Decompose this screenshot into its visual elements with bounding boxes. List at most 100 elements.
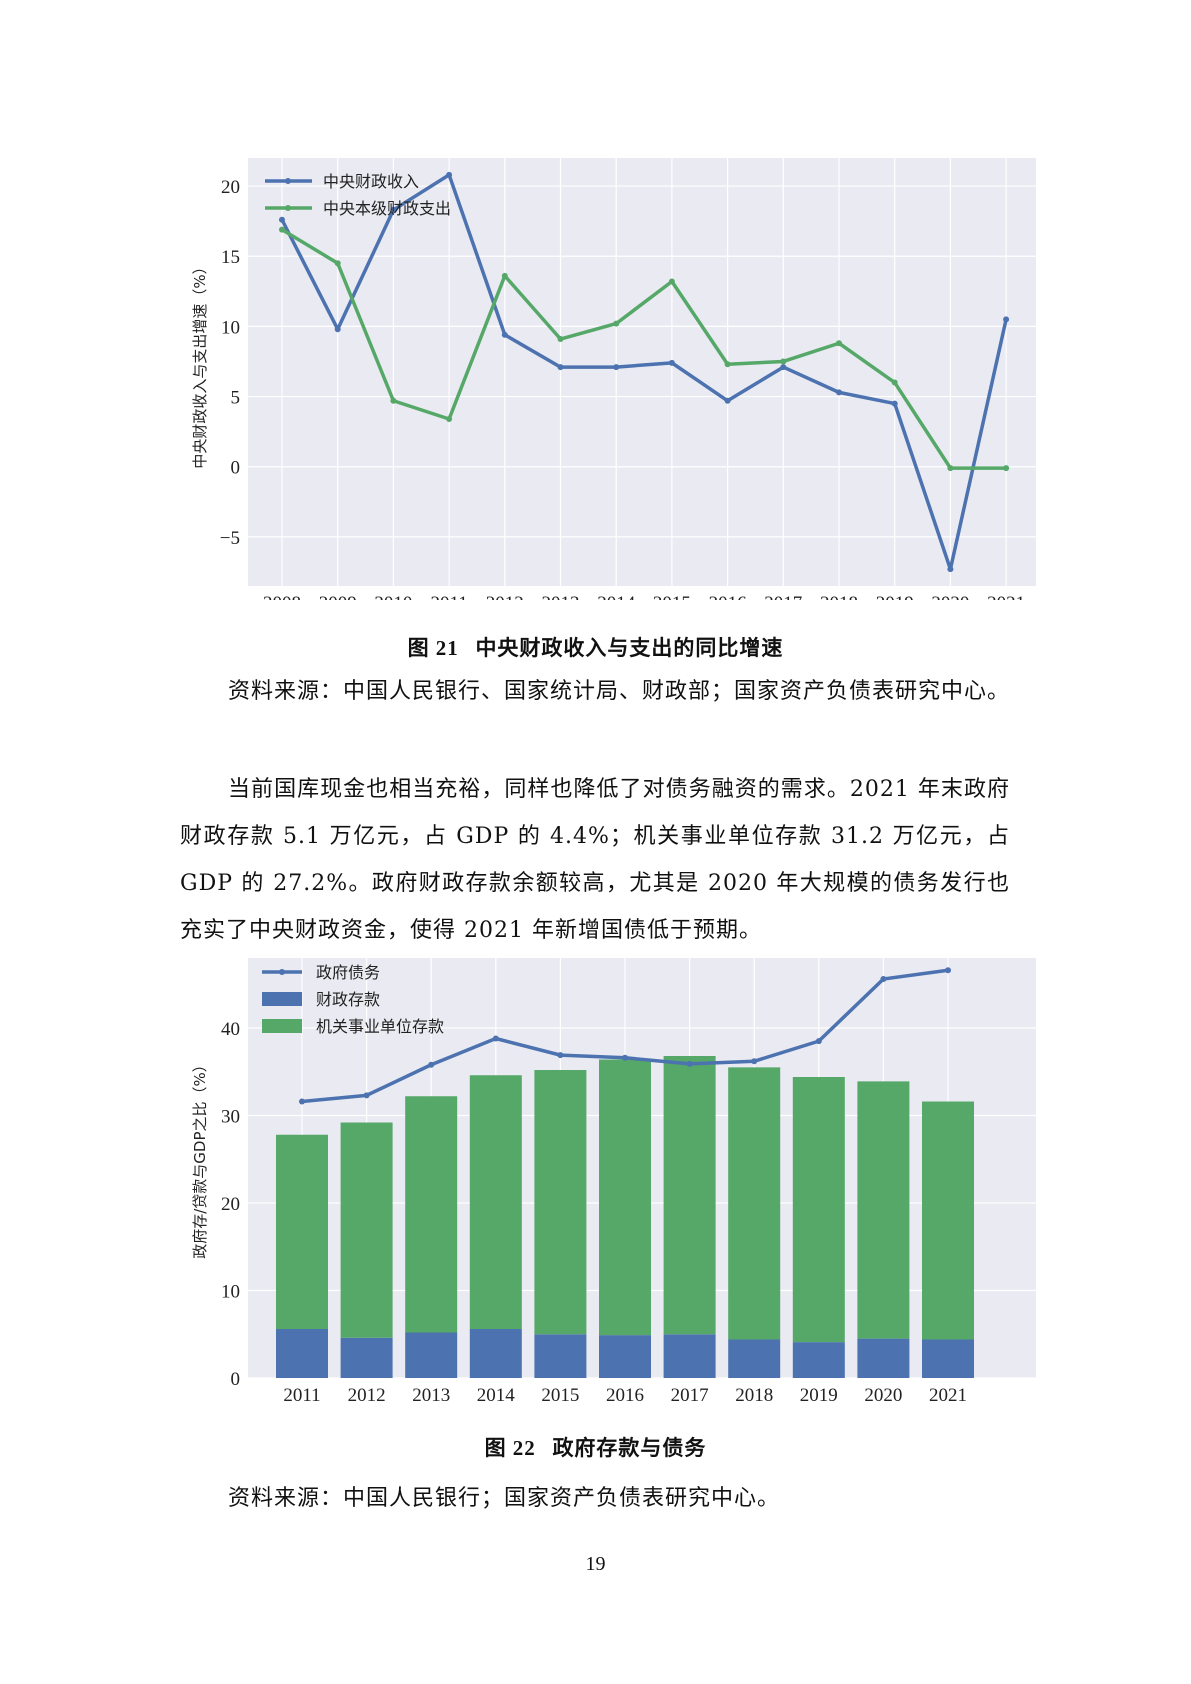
data-point — [279, 226, 285, 233]
figure-22-title: 政府存款与债务 — [552, 1436, 707, 1460]
x-tick-label: 2017 — [764, 593, 802, 600]
data-point — [751, 1058, 758, 1065]
y-tick-label: 30 — [221, 1107, 240, 1128]
bar-fiscal-deposits — [469, 1329, 522, 1378]
y-tick-label: 15 — [221, 247, 240, 268]
data-point — [363, 1092, 370, 1099]
data-point — [1003, 316, 1010, 323]
legend-label: 财政存款 — [316, 990, 380, 1009]
data-point — [724, 397, 731, 404]
legend-label: 中央财政收入 — [323, 172, 419, 191]
data-point — [780, 364, 787, 371]
data-point — [501, 331, 508, 338]
data-point — [299, 1098, 305, 1105]
data-point — [334, 260, 341, 267]
x-tick-label: 2012 — [486, 593, 524, 600]
figure-21-caption: 图 21 中央财政收入与支出的同比增速 — [0, 632, 1191, 662]
data-point — [947, 465, 954, 472]
data-point — [668, 359, 675, 366]
y-axis-label: 中央财政收入与支出增速（%） — [191, 259, 209, 468]
data-point — [891, 400, 898, 407]
figure-22-number: 图 22 — [484, 1436, 536, 1460]
figure-21-chart: −5 0 5 10 15 20 2008 2009 2010 2011 2012 2013 2014 20… — [0, 0, 1191, 600]
x-tick-label: 2019 — [800, 1385, 838, 1406]
y-axis-label: 政府存/贷款与GDP之比（%） — [191, 1057, 209, 1259]
bar-institution-deposits — [469, 1075, 522, 1329]
bar-fiscal-deposits — [792, 1342, 845, 1378]
page-number: 19 — [585, 1553, 606, 1575]
data-point — [446, 416, 453, 423]
body-paragraph: 当前国库现金也相当充裕，同样也降低了对债务融资的需求。2021 年末政府财政存款… — [180, 777, 1010, 943]
y-tick-label: 0 — [231, 1369, 241, 1390]
y-tick-label: 20 — [221, 1194, 240, 1215]
data-point — [492, 1035, 499, 1042]
legend-marker — [279, 969, 285, 975]
bar-institution-deposits — [857, 1081, 910, 1339]
data-point — [446, 171, 453, 178]
x-tick-label: 2015 — [653, 593, 691, 600]
data-point — [557, 336, 564, 343]
data-point — [334, 326, 341, 333]
bar-institution-deposits — [276, 1134, 328, 1329]
legend-marker — [285, 178, 291, 184]
bar-fiscal-deposits — [599, 1335, 651, 1378]
x-tick-label: 2016 — [709, 593, 747, 600]
data-point — [836, 389, 842, 396]
plot-area — [248, 158, 1036, 586]
data-point — [613, 320, 620, 327]
y-tick-label: 10 — [221, 1282, 240, 1303]
x-tick-label: 2021 — [987, 593, 1025, 600]
legend-label: 机关事业单位存款 — [316, 1017, 444, 1036]
data-point — [557, 1052, 564, 1059]
bar-institution-deposits — [728, 1067, 781, 1340]
bar-fiscal-deposits — [728, 1339, 781, 1378]
x-tick-label: 2009 — [319, 593, 357, 600]
data-point — [880, 976, 887, 982]
y-tick-label: 10 — [221, 317, 240, 338]
x-tick-label: 2020 — [864, 1385, 902, 1406]
x-tick-label: 2014 — [477, 1385, 516, 1406]
x-tick-label: 2019 — [876, 593, 914, 600]
legend-label: 中央本级财政支出 — [323, 199, 451, 218]
legend-marker — [285, 205, 291, 211]
x-tick-label: 2013 — [412, 1385, 450, 1406]
data-point — [724, 361, 731, 368]
figure-22-chart: 0 10 20 30 40 2011 2012 2013 2014 2015 2016 2017 201… — [0, 950, 1191, 1430]
bar-institution-deposits — [405, 1096, 458, 1333]
x-tick-label: 2014 — [597, 593, 636, 600]
x-tick-label: 2011 — [283, 1385, 320, 1406]
bar-fiscal-deposits — [405, 1332, 458, 1378]
bar-institution-deposits — [534, 1070, 587, 1335]
x-tick-label: 2021 — [929, 1385, 967, 1406]
bar-institution-deposits — [340, 1122, 393, 1338]
x-tick-label: 2016 — [606, 1385, 644, 1406]
bar-institution-deposits — [792, 1077, 845, 1343]
data-point — [279, 216, 285, 223]
x-tick-label: 2015 — [541, 1385, 579, 1406]
x-tick-label: 2011 — [430, 593, 467, 600]
data-point — [815, 1038, 822, 1045]
y-tick-label: 5 — [231, 388, 241, 409]
y-tick-label: −5 — [220, 528, 240, 549]
x-tick-label: 2012 — [348, 1385, 386, 1406]
figure-21-title: 中央财政收入与支出的同比增速 — [475, 636, 784, 660]
data-point — [428, 1061, 435, 1068]
y-tick-label: 0 — [231, 458, 241, 479]
legend-label: 政府债务 — [316, 963, 380, 982]
data-point — [945, 967, 951, 974]
data-point — [390, 206, 397, 213]
x-tick-label: 2010 — [374, 593, 412, 600]
data-point — [622, 1054, 628, 1061]
bar-fiscal-deposits — [663, 1334, 716, 1378]
bar-fiscal-deposits — [534, 1334, 587, 1378]
y-tick-label: 40 — [221, 1019, 240, 1040]
bar-institution-deposits — [663, 1056, 716, 1335]
data-point — [686, 1060, 693, 1067]
figure-21-number: 图 21 — [407, 636, 459, 660]
data-point — [557, 364, 564, 371]
bar-institution-deposits — [922, 1101, 974, 1340]
series-line-1 — [281, 228, 1007, 470]
bar-fiscal-deposits — [922, 1339, 974, 1378]
data-point — [613, 364, 620, 371]
data-point — [947, 566, 954, 573]
